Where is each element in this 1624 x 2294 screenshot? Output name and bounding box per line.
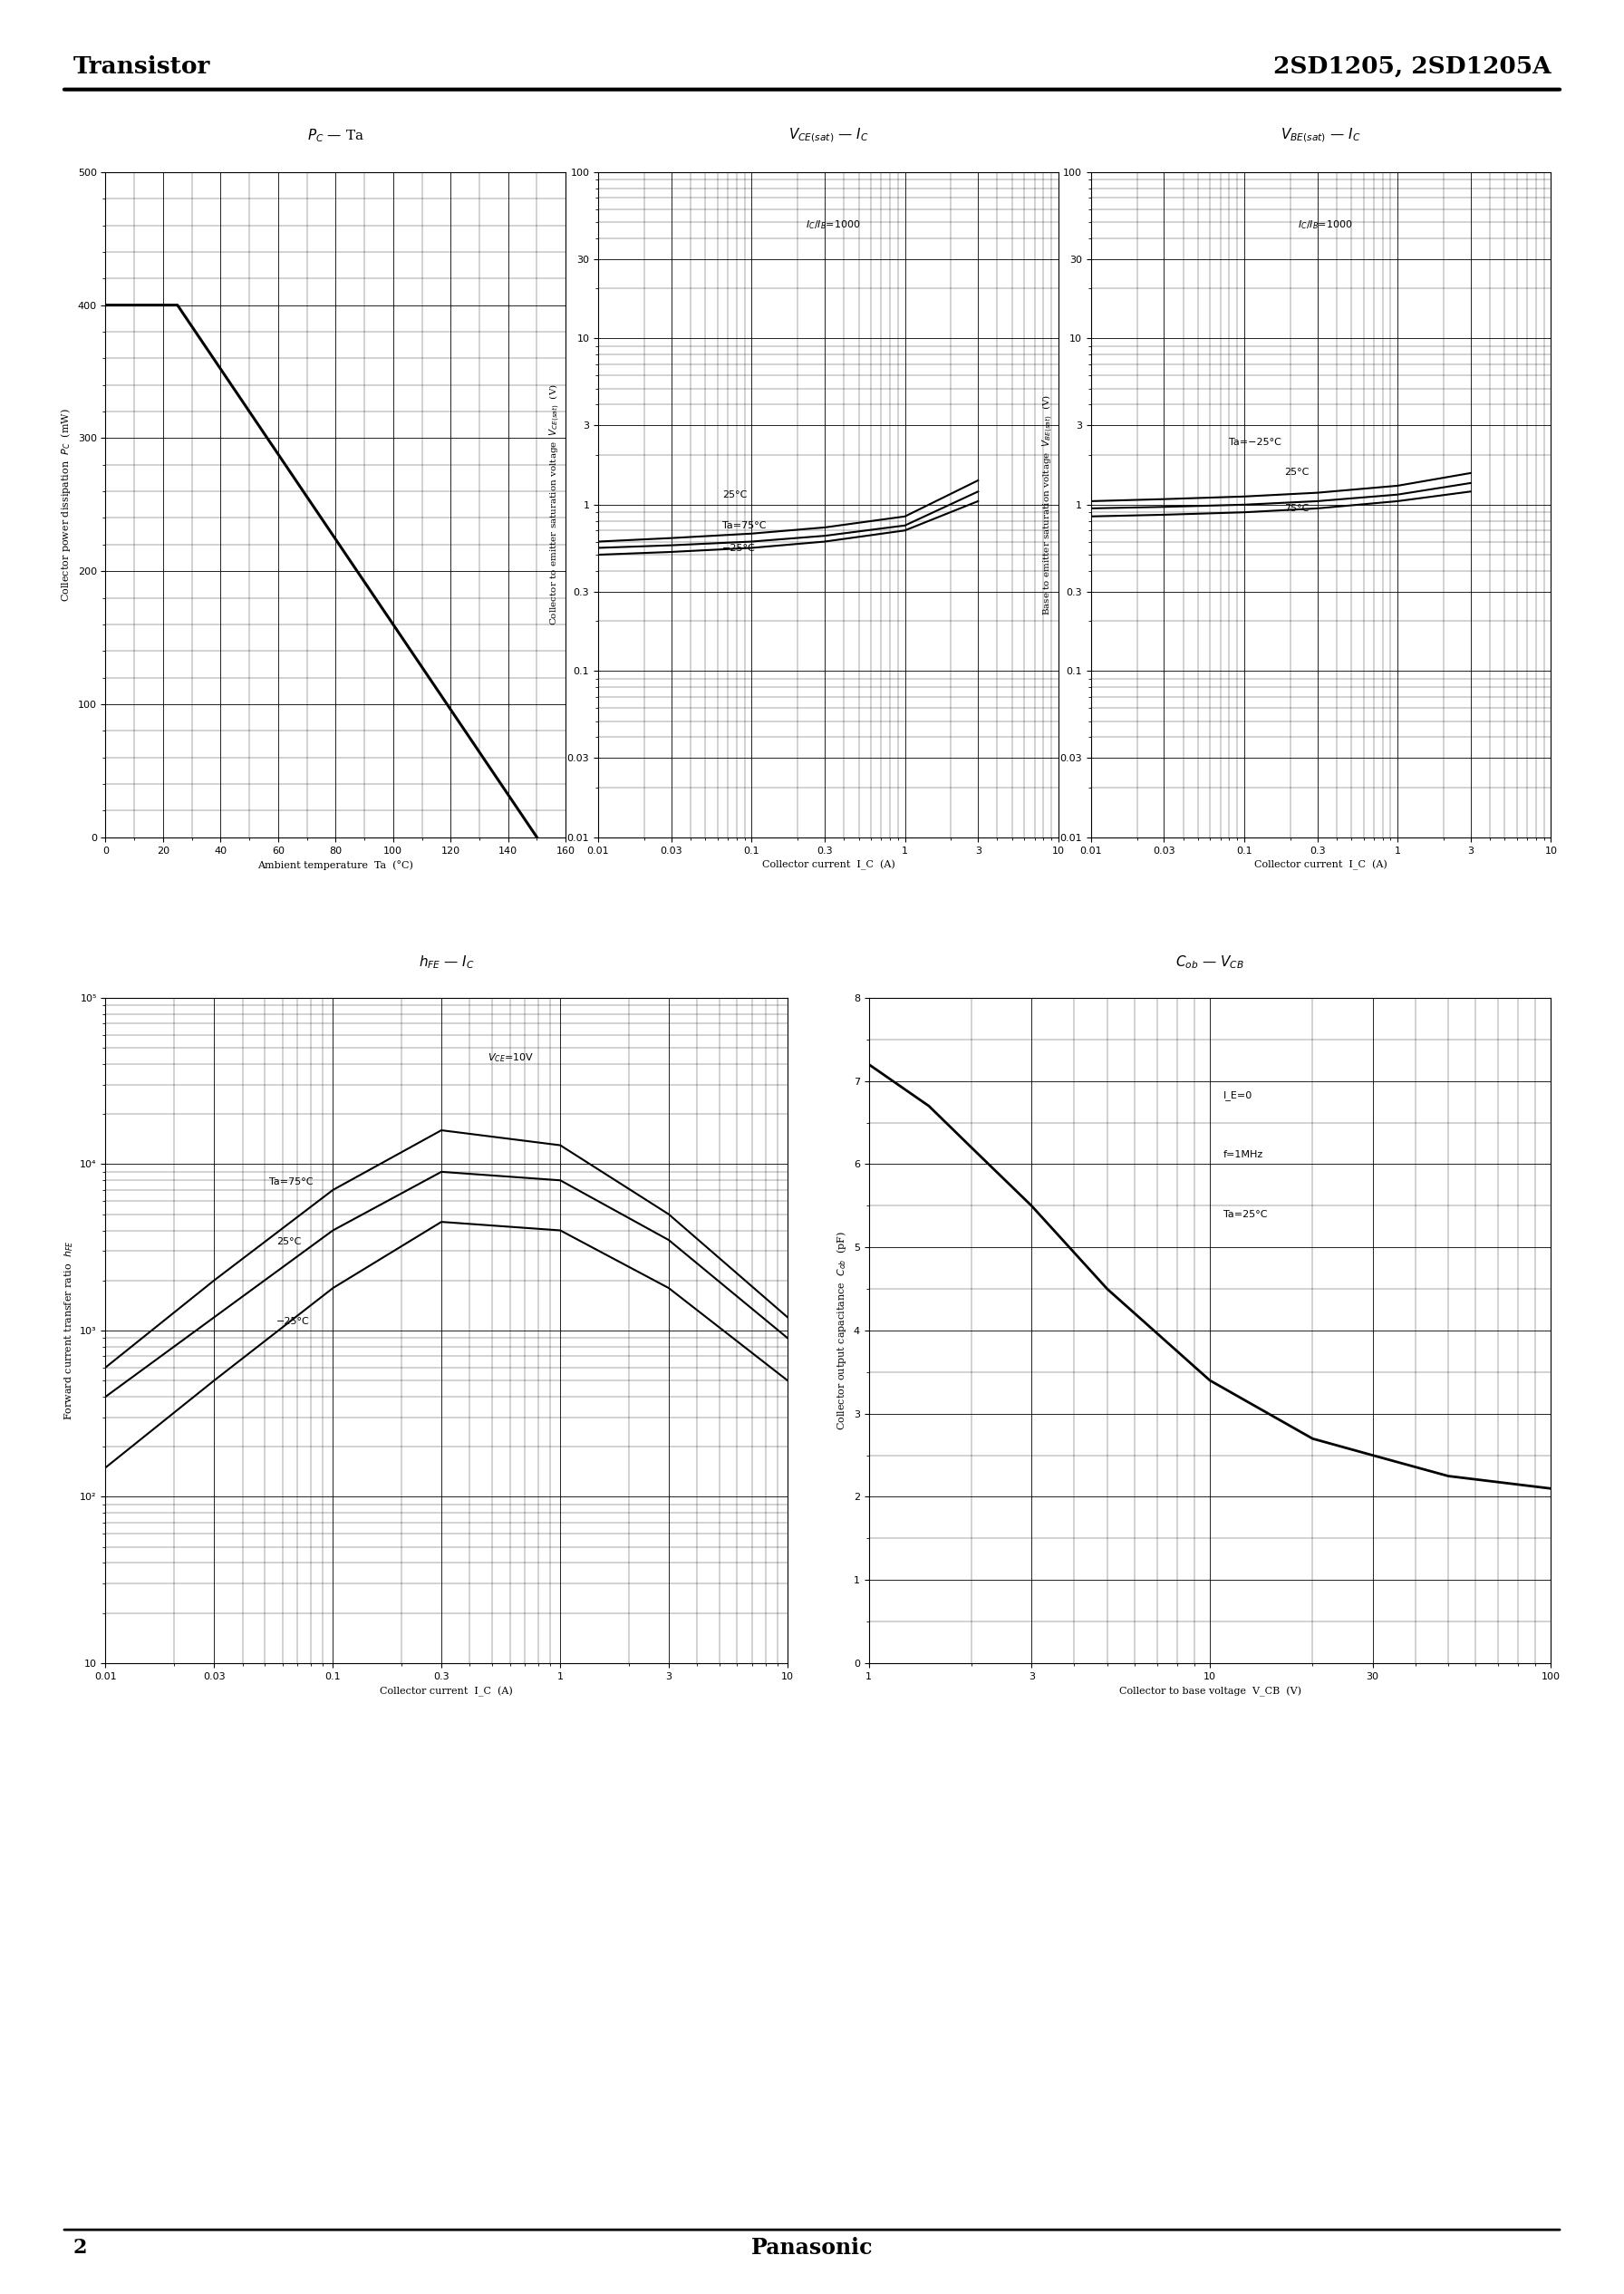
Y-axis label: Collector power dissipation  $P_C$  (mW): Collector power dissipation $P_C$ (mW) <box>58 408 73 601</box>
Text: I_E=0: I_E=0 <box>1223 1090 1252 1101</box>
X-axis label: Collector to base voltage  V_CB  (V): Collector to base voltage V_CB (V) <box>1119 1686 1301 1695</box>
Text: Panasonic: Panasonic <box>750 2237 874 2260</box>
Text: $V_{CE(sat)}$ — $I_C$: $V_{CE(sat)}$ — $I_C$ <box>788 126 869 145</box>
Text: 2SD1205, 2SD1205A: 2SD1205, 2SD1205A <box>1273 55 1551 78</box>
Text: Transistor: Transistor <box>73 55 209 78</box>
Text: −25°C: −25°C <box>276 1317 310 1326</box>
Text: $I_C$/$I_B$=1000: $I_C$/$I_B$=1000 <box>1298 218 1353 232</box>
X-axis label: Collector current  I_C  (A): Collector current I_C (A) <box>762 860 895 869</box>
Text: Ta=75°C: Ta=75°C <box>723 521 767 530</box>
X-axis label: Collector current  I_C  (A): Collector current I_C (A) <box>380 1686 513 1695</box>
Text: f=1MHz: f=1MHz <box>1223 1149 1263 1158</box>
Y-axis label: Collector to emitter saturation voltage  $V_{CE(sat)}$  (V): Collector to emitter saturation voltage … <box>547 383 562 626</box>
X-axis label: Ambient temperature  Ta  (°C): Ambient temperature Ta (°C) <box>258 860 414 869</box>
Text: $P_C$ — Ta: $P_C$ — Ta <box>307 128 364 145</box>
Text: $V_{BE(sat)}$ — $I_C$: $V_{BE(sat)}$ — $I_C$ <box>1281 126 1361 145</box>
Y-axis label: Collector output capacitance  $C_{ob}$  (pF): Collector output capacitance $C_{ob}$ (p… <box>835 1232 848 1429</box>
Text: 75°C: 75°C <box>1285 505 1309 514</box>
Text: $h_{FE}$ — $I_C$: $h_{FE}$ — $I_C$ <box>419 954 474 970</box>
Text: 25°C: 25°C <box>1285 468 1309 477</box>
Text: Ta=−25°C: Ta=−25°C <box>1229 438 1281 447</box>
Text: 25°C: 25°C <box>276 1236 300 1246</box>
Text: $I_C$/$I_B$=1000: $I_C$/$I_B$=1000 <box>806 218 861 232</box>
Text: $C_{ob}$ — $V_{CB}$: $C_{ob}$ — $V_{CB}$ <box>1176 954 1244 970</box>
Y-axis label: Base to emitter saturation voltage  $V_{BE(sat)}$  (V): Base to emitter saturation voltage $V_{B… <box>1041 395 1054 615</box>
Text: 2: 2 <box>73 2239 88 2257</box>
Text: 25°C: 25°C <box>723 491 747 500</box>
Text: Ta=25°C: Ta=25°C <box>1223 1211 1267 1218</box>
Text: −25°C: −25°C <box>723 544 755 553</box>
Y-axis label: Forward current transfer ratio  $h_{FE}$: Forward current transfer ratio $h_{FE}$ <box>62 1241 75 1420</box>
Text: $V_{CE}$=10V: $V_{CE}$=10V <box>487 1051 534 1064</box>
X-axis label: Collector current  I_C  (A): Collector current I_C (A) <box>1254 860 1387 869</box>
Text: Ta=75°C: Ta=75°C <box>270 1177 313 1186</box>
